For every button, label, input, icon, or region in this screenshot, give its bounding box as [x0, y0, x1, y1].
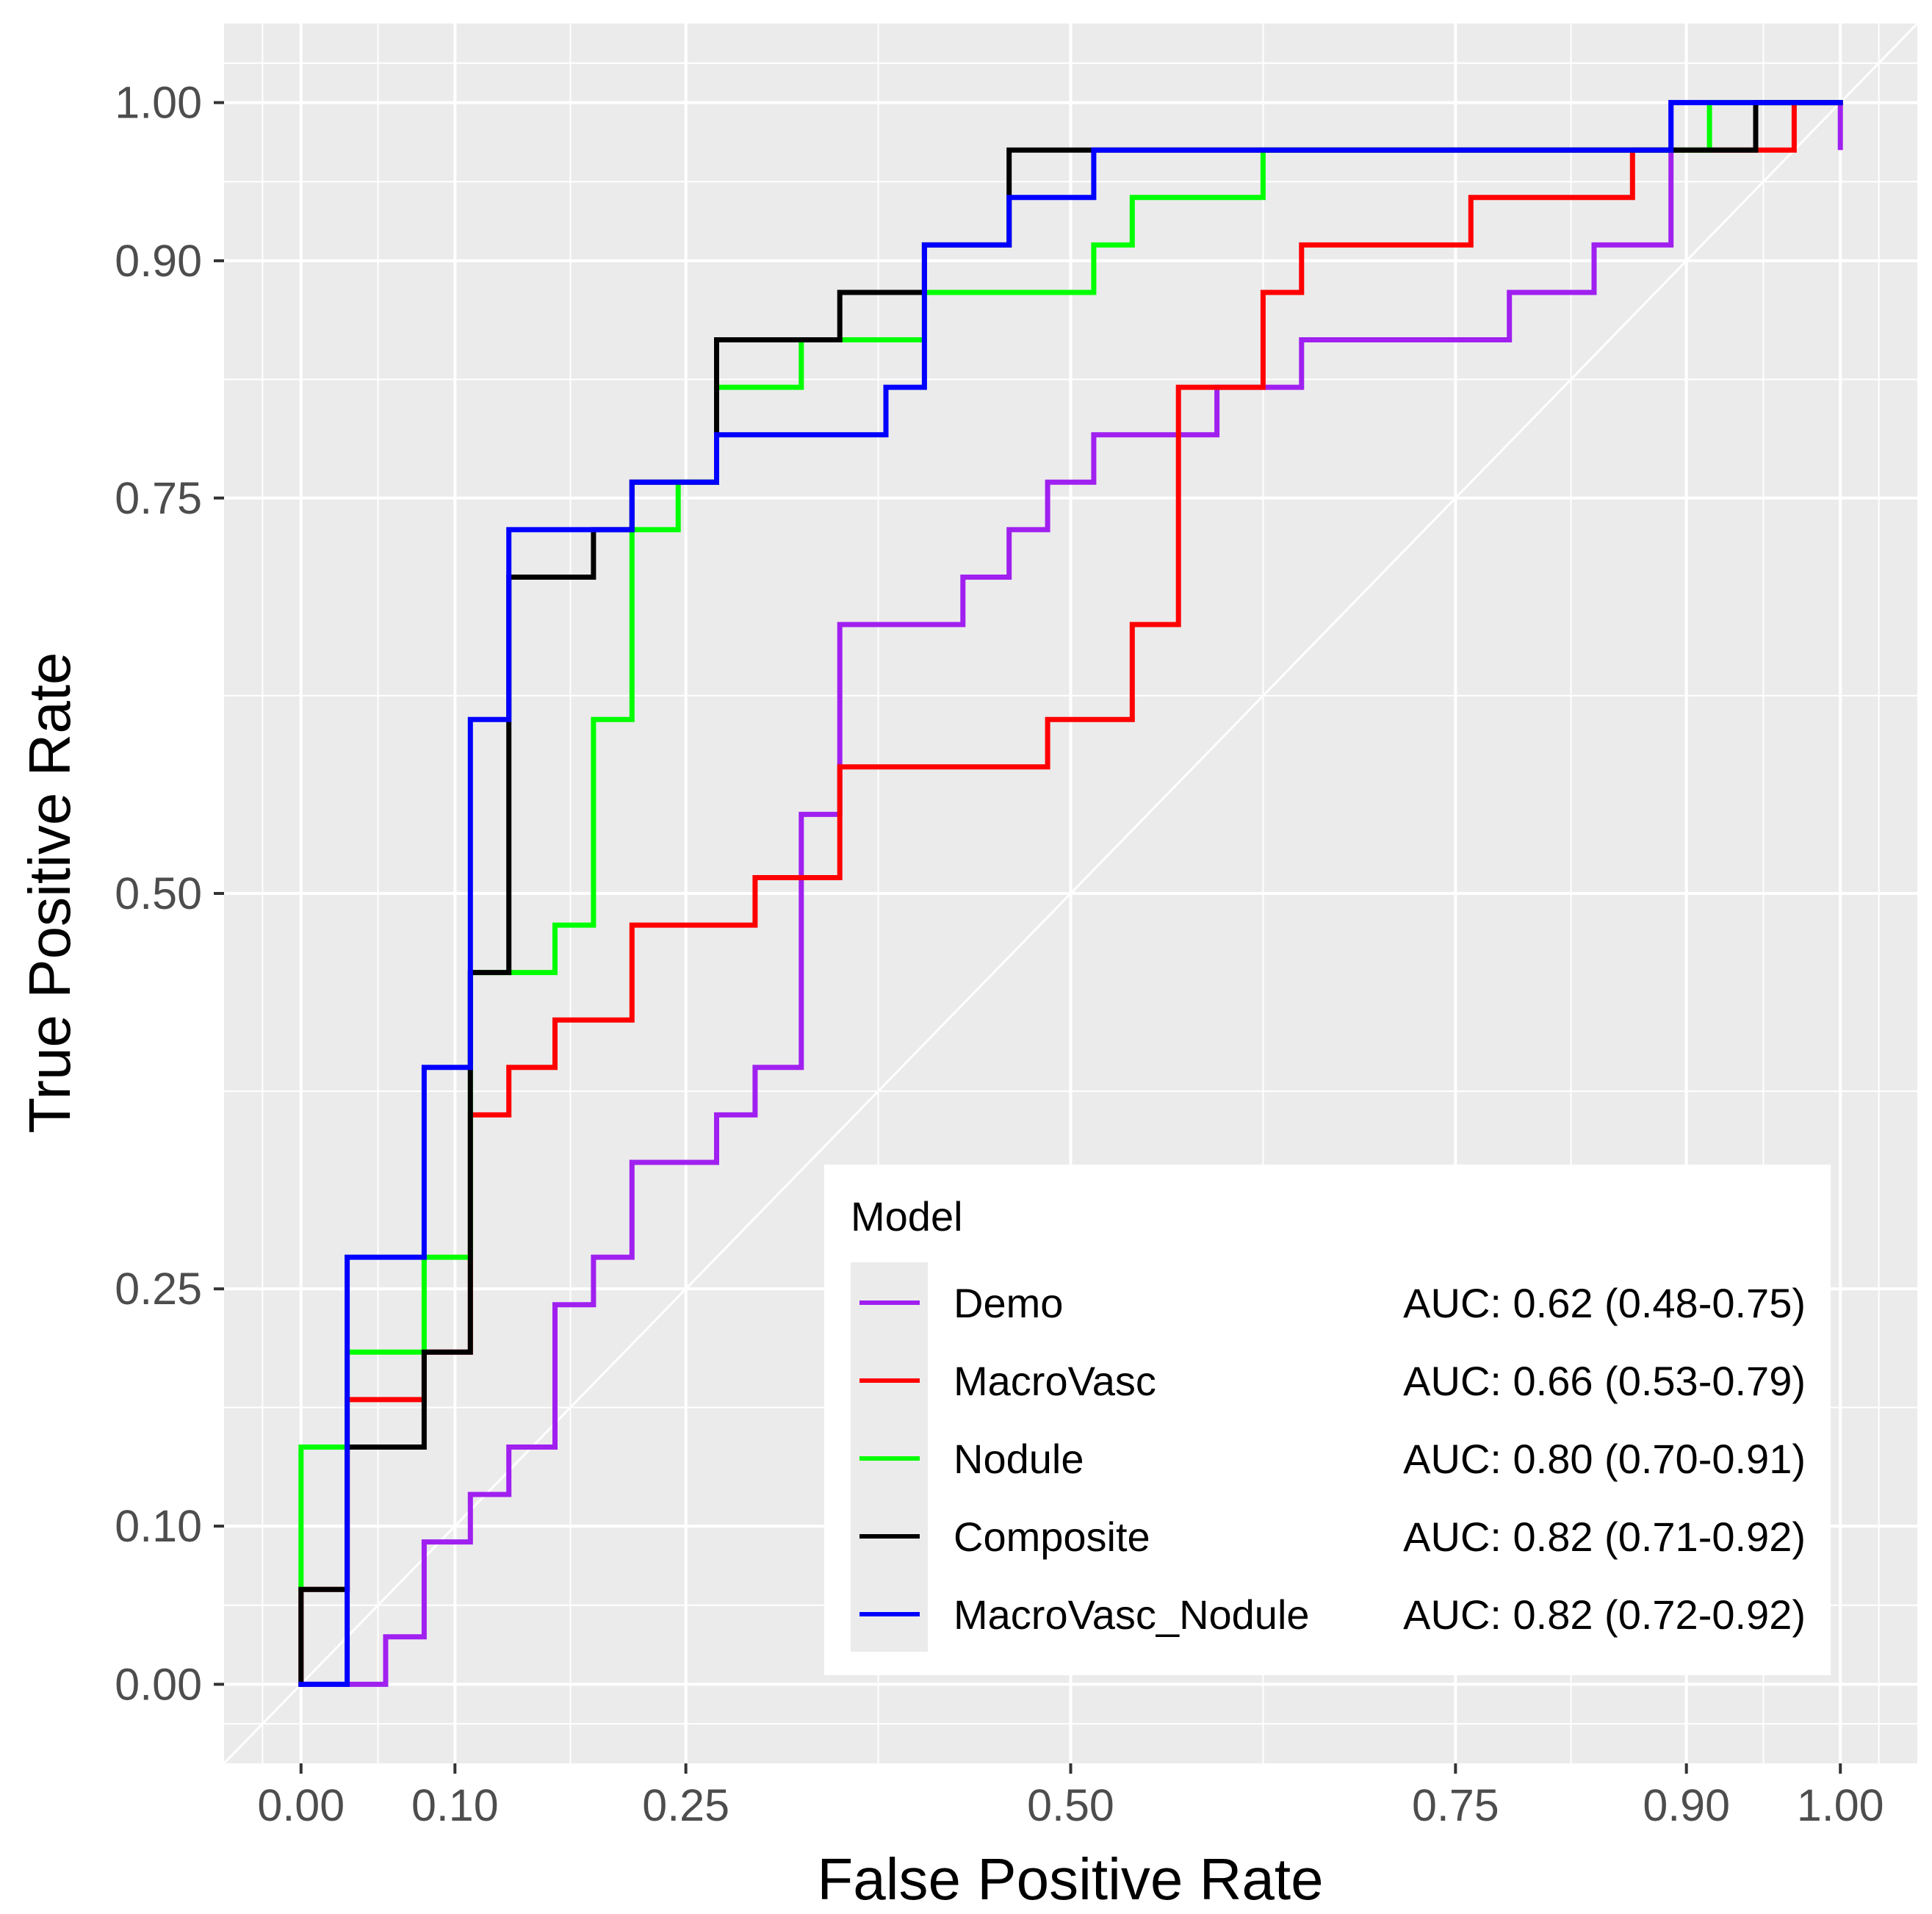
legend-auc: AUC: 0.82 (0.72-0.92) [1403, 1591, 1806, 1638]
x-tick-label: 1.00 [1797, 1780, 1884, 1830]
axis-tick-labels: 0.00 0.10 0.25 0.50 0.75 0.90 1.00 0.00 0.10 0.25… [115, 78, 1884, 1830]
x-tick-label: 0.75 [1412, 1780, 1499, 1830]
roc-curve-demo [298, 100, 1843, 1687]
x-tick-label: 0.25 [642, 1780, 729, 1830]
y-tick-label: 0.10 [115, 1501, 202, 1551]
y-tick-label: 0.75 [115, 473, 202, 523]
legend-box [824, 1165, 1831, 1675]
reference-diagonal [223, 22, 1919, 1765]
legend-items: Demo AUC: 0.62 (0.48-0.75) MacroVasc AUC: 0… [859, 1280, 1806, 1638]
y-tick-label: 1.00 [115, 78, 202, 128]
legend-auc: AUC: 0.80 (0.70-0.91) [1403, 1436, 1806, 1482]
x-tick-label: 0.50 [1027, 1780, 1114, 1830]
legend-label: Nodule [954, 1436, 1084, 1482]
legend-title: Model [851, 1193, 963, 1240]
roc-curve-macrovasc-nodule [298, 100, 1843, 1687]
legend-auc: AUC: 0.66 (0.53-0.79) [1403, 1358, 1806, 1404]
legend-label: MacroVasc_Nodule [954, 1591, 1310, 1638]
roc-curves [298, 100, 1843, 1687]
x-tick-label: 0.90 [1643, 1780, 1730, 1830]
legend-label: Demo [954, 1280, 1063, 1326]
legend-auc: AUC: 0.82 (0.71-0.92) [1403, 1514, 1806, 1560]
reference-line [223, 22, 1919, 1765]
legend: Model Demo AUC: 0.62 (0.48-0.75) MacroVasc… [824, 1165, 1831, 1675]
y-tick-label: 0.00 [115, 1659, 202, 1709]
y-axis-title: True Positive Rate [17, 652, 82, 1133]
y-tick-label: 0.50 [115, 868, 202, 918]
x-axis-title: False Positive Rate [817, 1846, 1323, 1912]
axis-ticks [214, 101, 1842, 1774]
y-tick-label: 0.25 [115, 1264, 202, 1314]
legend-label: Composite [954, 1514, 1150, 1560]
legend-label: MacroVasc [954, 1358, 1156, 1404]
x-tick-label: 0.00 [257, 1780, 345, 1830]
legend-auc: AUC: 0.62 (0.48-0.75) [1403, 1280, 1806, 1326]
y-tick-label: 0.90 [115, 236, 202, 286]
x-tick-label: 0.10 [411, 1780, 499, 1830]
